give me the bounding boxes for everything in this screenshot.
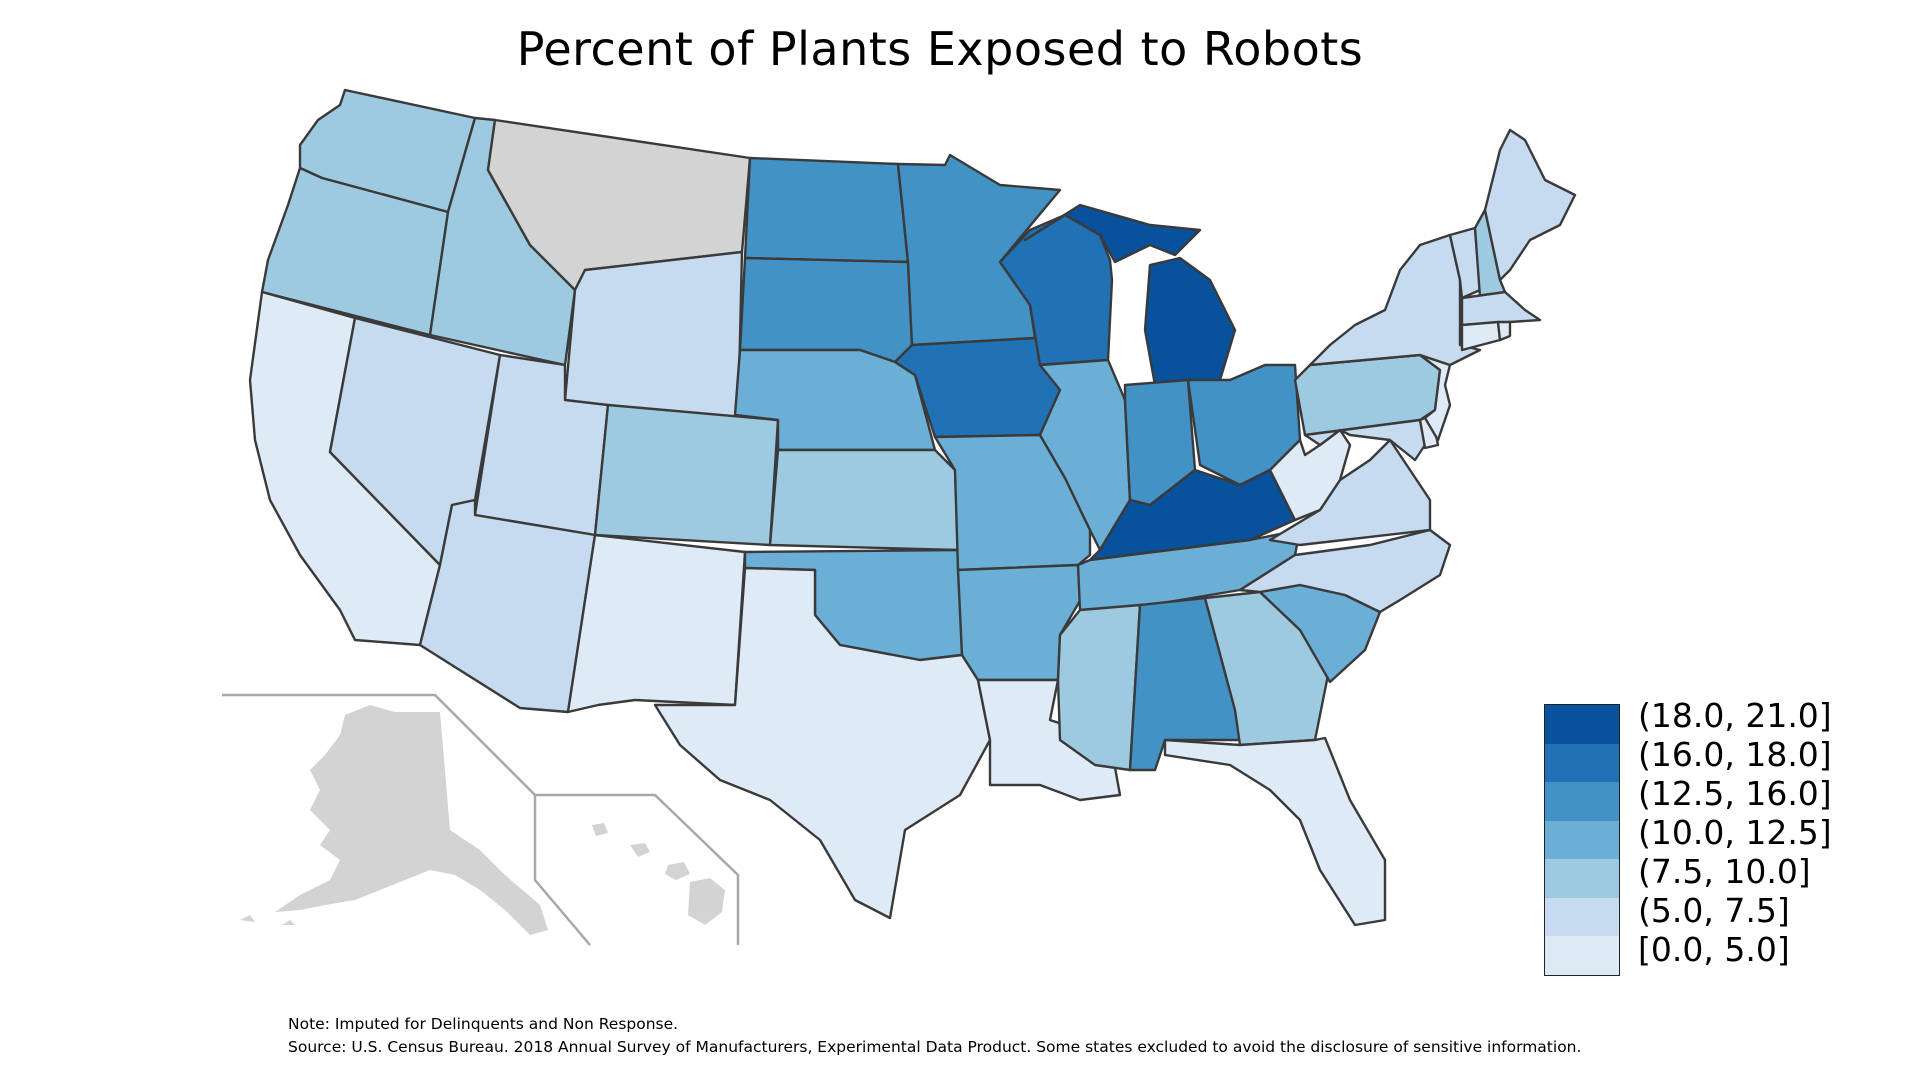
legend-label: (10.0, 12.5] — [1638, 813, 1832, 852]
legend-label: (16.0, 18.0] — [1638, 735, 1832, 774]
legend-swatch — [1545, 820, 1619, 860]
legend-label: (12.5, 16.0] — [1638, 774, 1832, 813]
hawaii-inset-frame — [533, 795, 591, 946]
alaska-inset-frame — [222, 693, 740, 945]
state-IL — [1038, 358, 1132, 552]
state-WV — [1268, 428, 1352, 522]
state-CO — [593, 403, 780, 547]
legend-label: [0.0, 5.0] — [1638, 930, 1790, 969]
state-AK — [240, 705, 548, 935]
state-NC — [1238, 528, 1452, 614]
state-HI-kauai — [592, 823, 608, 836]
legend-label: (7.5, 10.0] — [1638, 852, 1811, 891]
state-AZ — [418, 498, 597, 714]
state-TX — [653, 566, 992, 920]
state-WY — [563, 250, 744, 427]
state-RI — [1496, 320, 1512, 342]
state-FL — [1163, 736, 1387, 927]
legend-label: (5.0, 7.5] — [1638, 891, 1790, 930]
map-title: Percent of Plants Exposed to Robots — [516, 22, 1364, 76]
legend: (18.0, 21.0] (16.0, 18.0] (12.5, 16.0] (… — [1544, 696, 1904, 984]
hawaii-islands — [592, 823, 725, 925]
state-VT — [1448, 226, 1482, 300]
state-HI-maui — [665, 862, 690, 880]
legend-swatch — [1545, 897, 1619, 937]
state-ME — [1483, 128, 1577, 282]
state-SD — [738, 256, 914, 364]
state-ND — [743, 156, 910, 264]
state-HI — [688, 878, 725, 925]
state-OR — [260, 166, 450, 337]
legend-swatch — [1545, 782, 1619, 821]
legend-swatch — [1545, 859, 1619, 898]
note-text: Note: Imputed for Delinquents and Non Re… — [288, 1015, 679, 1033]
source-text: Source: U.S. Census Bureau. 2018 Annual … — [288, 1038, 1582, 1056]
legend-swatch — [1545, 936, 1619, 975]
state-CT — [1460, 320, 1502, 352]
state-WI — [998, 213, 1114, 367]
state-MS — [1056, 603, 1142, 772]
legend-labels: (18.0, 21.0] (16.0, 18.0] (12.5, 16.0] (… — [1638, 696, 1832, 969]
states-layer — [248, 88, 1577, 927]
legend-swatches — [1544, 704, 1620, 976]
state-MA — [1460, 290, 1542, 327]
state-LA — [976, 678, 1122, 802]
legend-label: (18.0, 21.0] — [1638, 696, 1832, 735]
state-HI-oahu — [630, 843, 650, 857]
legend-swatch — [1545, 705, 1619, 744]
state-MI — [1023, 203, 1237, 387]
state-NH — [1473, 208, 1507, 299]
state-KS — [768, 448, 960, 552]
state-NM — [566, 533, 747, 714]
state-NJ — [1418, 353, 1452, 442]
legend-swatch — [1545, 743, 1619, 783]
